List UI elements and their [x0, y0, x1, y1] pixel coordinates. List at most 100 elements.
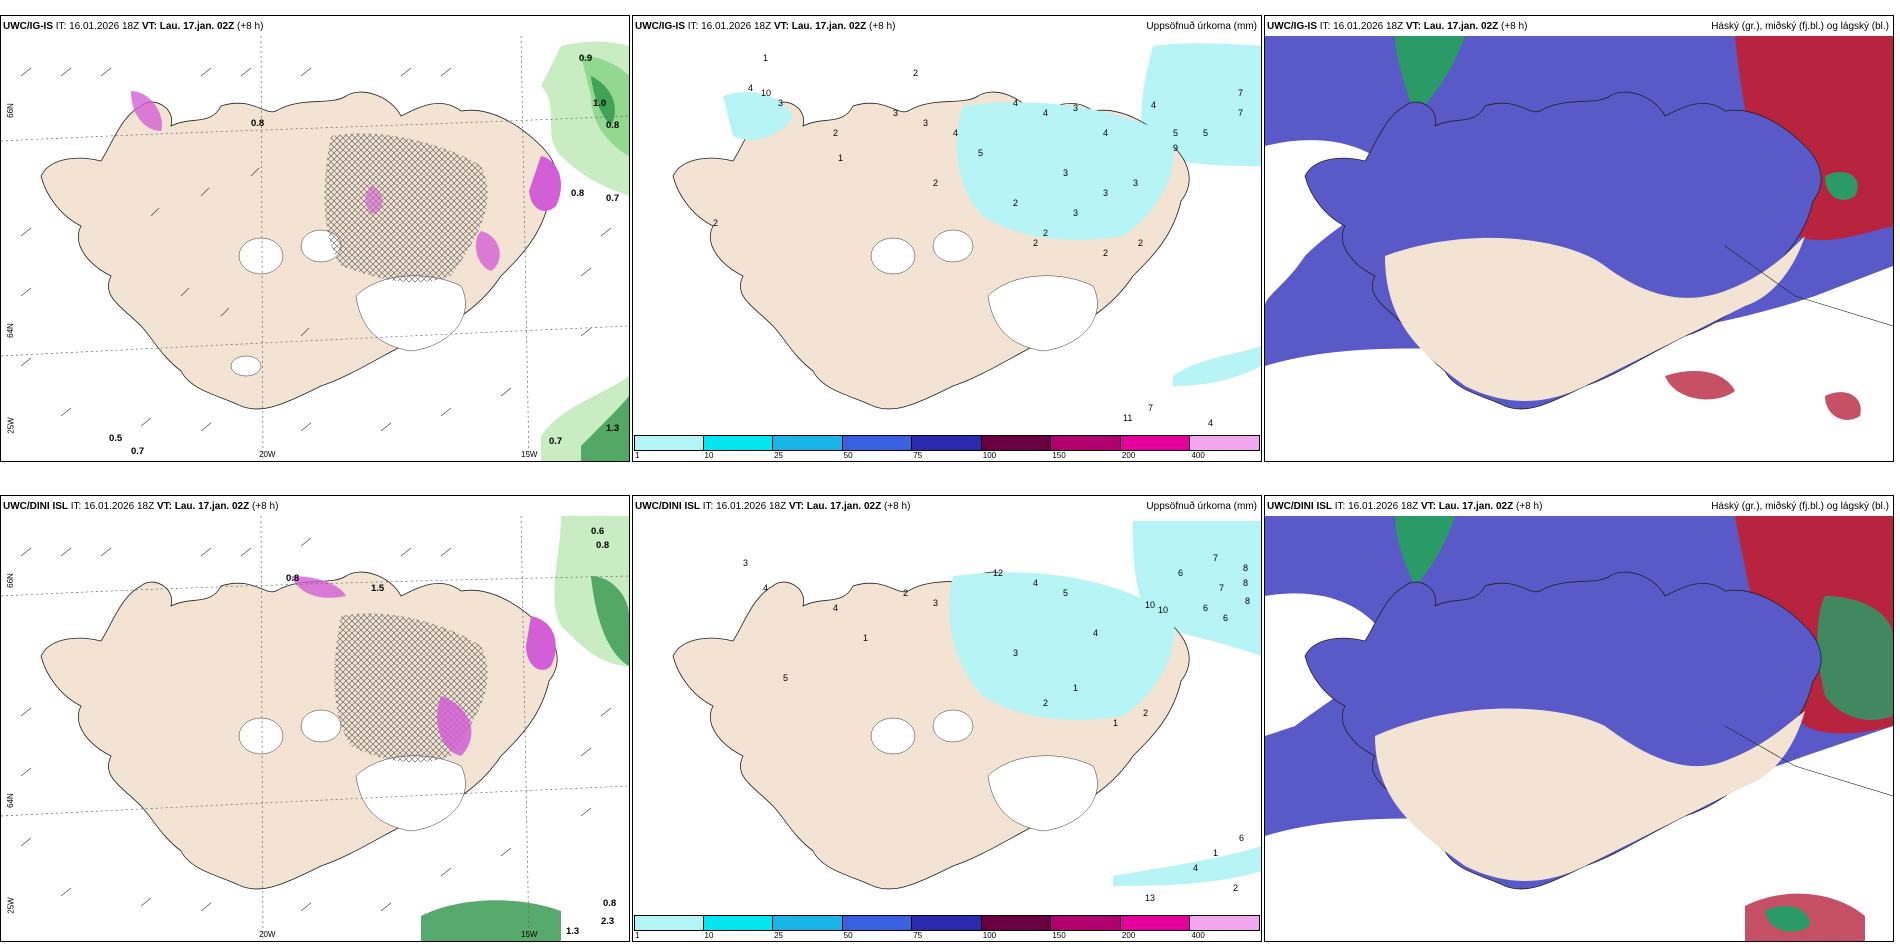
panel-header: UWC/IG-IS IT: 16.01.2026 18Z VT: Lau. 17…	[1267, 21, 1528, 32]
colorbar-cell	[1051, 915, 1121, 931]
precip-value: 1	[838, 153, 843, 163]
wind-label: 2.3	[601, 916, 614, 927]
colorbar-label: 50	[843, 931, 853, 940]
wind-label: 0.8	[571, 188, 584, 199]
colorbar-cell	[703, 435, 774, 451]
precip-value: 8	[1245, 596, 1250, 606]
wind-label: 0.8	[606, 120, 619, 131]
wind-map: 0.6 0.8 0.8 1.5 0.8 1.3 2.3	[1, 516, 629, 941]
precip-value: 3	[1073, 208, 1078, 218]
precip-value: 2	[1138, 238, 1143, 248]
precip-value: 11	[1123, 413, 1132, 423]
colorbar-cell	[1190, 435, 1260, 451]
langjokull	[238, 237, 284, 275]
lat-label: 64N	[5, 323, 15, 338]
clear-land	[1385, 236, 1805, 401]
panel-iceland-clouds-dini: UWC/DINI ISL IT: 16.01.2026 18Z VT: Lau.…	[1264, 495, 1894, 942]
panel-title: Uppsöfnuð úrkoma (mm)	[1146, 21, 1257, 32]
lon-label: 20W	[259, 930, 276, 939]
panel-header: UWC/IG-IS IT: 16.01.2026 18Z VT: Lau. 17…	[3, 21, 264, 32]
panel-iceland-wind-igis: UWC/IG-IS IT: 16.01.2026 18Z VT: Lau. 17…	[0, 15, 630, 462]
wind-label: 0.5	[109, 433, 123, 444]
precip-value: 10	[761, 88, 771, 98]
colorbar-label: 1	[635, 451, 640, 460]
precip-value: 2	[1233, 883, 1238, 893]
colorbar-cell	[1120, 435, 1191, 451]
precip-value: 8	[1243, 563, 1248, 573]
panel-title: Háský (gr.), miðský (fj.bl.) og lágský (…	[1711, 21, 1889, 32]
precip-value: 5	[1173, 128, 1178, 138]
precip-value: 2	[713, 218, 718, 228]
lat-label: 64N	[5, 793, 15, 808]
wind-map: 0.9 1.0 0.8 0.8 0.7 0.5 0.7 1.3 0.8 0.7	[1, 36, 629, 461]
wind-label: 1.5	[371, 583, 385, 594]
wind-label: 0.8	[251, 118, 264, 129]
wind-label: 0.7	[549, 436, 562, 447]
precip-value: 2	[1043, 228, 1048, 238]
panel-header: UWC/DINI ISL IT: 16.01.2026 18Z VT: Lau.…	[3, 501, 279, 512]
lon-label: 20W	[259, 450, 276, 459]
precip-value: 3	[933, 598, 938, 608]
precip-value: 4	[748, 83, 753, 93]
sea-precip-green-dark	[591, 76, 615, 126]
precip-value: 1	[1113, 718, 1118, 728]
precip-value: 3	[1063, 168, 1068, 178]
precip-colorbar: 1 10 25 50 75 100 150 200 400	[634, 435, 1260, 461]
panel-iceland-precip-dini: UWC/DINI ISL IT: 16.01.2026 18Z VT: Lau.…	[632, 495, 1262, 942]
precip-value: 2	[933, 178, 938, 188]
wind-label: 0.9	[579, 53, 592, 64]
cloud-map	[1265, 516, 1893, 941]
precip-value: 4	[1208, 418, 1213, 428]
colorbar-label: 150	[1052, 931, 1066, 940]
precip-value: 3	[893, 108, 898, 118]
precip-value: 2	[1143, 708, 1148, 718]
cloud-map	[1265, 36, 1893, 461]
colorbar-label: 10	[704, 451, 714, 460]
precip-value: 6	[1223, 613, 1228, 623]
colorbar-cell	[634, 435, 704, 451]
precip-value: 5	[1203, 128, 1208, 138]
precip-value: 2	[913, 68, 918, 78]
colorbar-cell	[981, 915, 1052, 931]
colorbar-label: 100	[982, 931, 997, 940]
colorbar-cell	[773, 435, 843, 451]
precip-value: 10	[1158, 605, 1168, 615]
precip-map: 3 4 5 4 1 2 3 10 12 4 5 3 4 2 1 6 7 8 8 …	[672, 521, 1261, 903]
precip-value: 7	[1219, 583, 1224, 593]
lon-label: 15W	[521, 450, 538, 459]
colorbar-label: 200	[1121, 931, 1136, 940]
colorbar-label: 75	[913, 451, 923, 460]
panel-iceland-precip-igis: UWC/IG-IS IT: 16.01.2026 18Z VT: Lau. 17…	[632, 15, 1262, 462]
precip-north	[957, 102, 1175, 240]
colorbar-cell	[912, 435, 982, 451]
colorbar-label: 400	[1191, 451, 1205, 460]
precip-value: 5	[978, 148, 983, 158]
panel-title: Háský (gr.), miðský (fj.bl.) og lágský (…	[1711, 501, 1889, 512]
magenta-spot-east	[529, 156, 561, 211]
precip-value: 4	[1013, 98, 1018, 108]
precip-value: 13	[1145, 893, 1155, 903]
precip-value: 7	[1213, 553, 1218, 563]
precip-value: 3	[1013, 648, 1018, 658]
precip-value: 2	[1033, 238, 1038, 248]
colorbar-label: 50	[843, 451, 853, 460]
precip-value: 6	[1203, 603, 1208, 613]
lon-label: 25W	[6, 897, 16, 914]
colorbar-cell	[981, 435, 1052, 451]
colorbar-cell	[634, 915, 704, 931]
precip-value: 4	[953, 128, 958, 138]
precip-value: 1	[1073, 683, 1078, 693]
precip-value: 1	[863, 633, 868, 643]
precip-value: 8	[1243, 578, 1248, 588]
wind-label: 0.7	[131, 446, 144, 457]
precip-value: 4	[1033, 578, 1038, 588]
hatched-precip-area	[324, 133, 488, 283]
colorbar-label: 100	[982, 451, 997, 460]
colorbar-cell	[1190, 915, 1260, 931]
precip-value: 2	[1043, 698, 1048, 708]
colorbar-label: 75	[913, 931, 923, 940]
precip-value: 10	[1145, 600, 1155, 610]
precip-value: 6	[1239, 833, 1244, 843]
precip-value: 12	[993, 568, 1003, 578]
precip-value: 4	[1093, 628, 1098, 638]
